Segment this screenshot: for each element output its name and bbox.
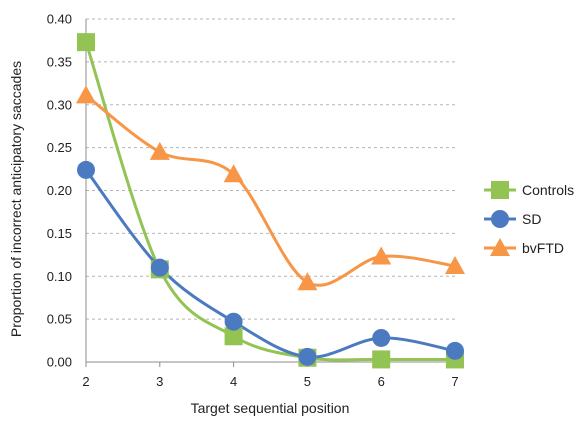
y-tick-label: 0.35 xyxy=(47,54,72,69)
data-point-sd xyxy=(224,312,243,331)
legend-marker-sd xyxy=(491,210,509,228)
y-tick-label: 0.20 xyxy=(47,183,72,198)
data-point-sd xyxy=(298,347,317,366)
y-tick-label: 0.05 xyxy=(47,312,72,327)
data-point-bvftd xyxy=(297,272,318,291)
x-tick-label: 5 xyxy=(304,374,311,389)
gridlines xyxy=(86,18,455,320)
series-line-sd xyxy=(84,168,457,359)
data-point-bvftd xyxy=(76,85,96,104)
x-axis-title: Target sequential position xyxy=(191,400,350,416)
legend-label-controls: Controls xyxy=(522,182,574,198)
data-point-bvftd xyxy=(445,255,465,274)
legend-label-bvftd: bvFTD xyxy=(522,240,564,256)
data-point-bvftd xyxy=(371,246,392,265)
legend-marker-bvftd xyxy=(490,238,510,256)
data-point-controls xyxy=(224,327,243,346)
data-point-sd xyxy=(446,341,464,360)
y-tick-label: 0.00 xyxy=(47,355,72,370)
x-tick-labels: 2 3 4 5 6 7 xyxy=(82,374,458,389)
legend-marker-controls xyxy=(491,181,509,199)
series-line-controls xyxy=(84,40,457,362)
data-point-sd xyxy=(150,258,169,277)
y-tick-label: 0.25 xyxy=(47,140,72,155)
x-tick-label: 3 xyxy=(156,374,163,389)
y-tick-label: 0.15 xyxy=(47,226,72,241)
x-tick-label: 2 xyxy=(82,374,89,389)
x-tick-label: 6 xyxy=(378,374,385,389)
x-tick-label: 4 xyxy=(230,374,237,389)
data-point-bvftd xyxy=(149,141,170,160)
data-point-sd xyxy=(77,160,95,179)
data-point-controls xyxy=(372,350,391,369)
y-tick-label: 0.10 xyxy=(47,269,72,284)
y-tick-label: 0.40 xyxy=(47,12,72,27)
data-point-sd xyxy=(372,328,391,347)
axes xyxy=(85,19,456,367)
legend: Controls SD bvFTD xyxy=(484,181,574,256)
y-tick-labels: 0.00 0.05 0.10 0.15 0.20 0.25 0.30 0.35 0.40 xyxy=(47,12,72,370)
legend-label-sd: SD xyxy=(522,211,541,227)
y-axis-title: Proportion of incorrect anticipatory sac… xyxy=(8,61,24,337)
data-point-controls xyxy=(77,33,95,52)
series-markers xyxy=(76,33,465,369)
data-point-bvftd xyxy=(223,164,244,183)
series-lines xyxy=(84,40,457,362)
y-tick-label: 0.30 xyxy=(47,97,72,112)
x-tick-label: 7 xyxy=(451,374,458,389)
